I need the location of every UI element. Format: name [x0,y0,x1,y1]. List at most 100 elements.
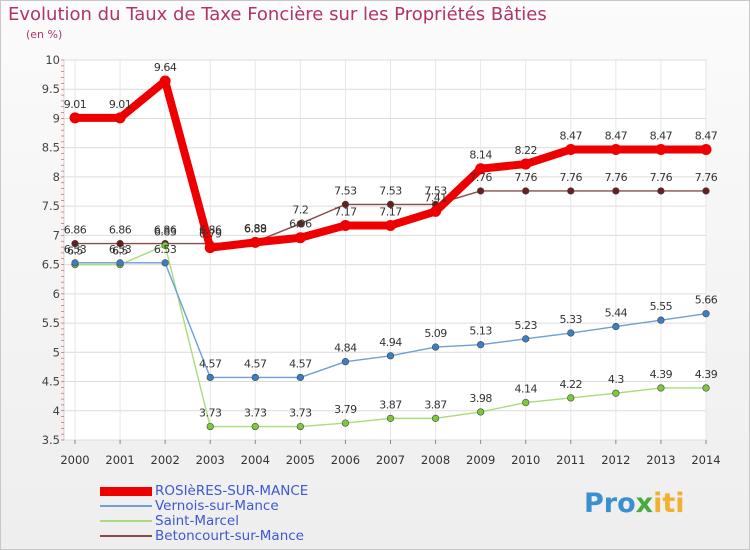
data-label: 7.53 [424,184,447,197]
x-tick-label: 2013 [646,453,675,467]
y-tick-label: 4.5 [42,375,60,389]
legend-label: Betoncourt-sur-Mance [155,528,304,544]
data-label: 4.94 [379,336,402,349]
x-tick-label: 2005 [286,453,315,467]
data-label: 7.76 [605,171,628,184]
y-tick-label: 6 [53,287,60,301]
data-point [386,200,395,208]
x-tick-label: 2002 [151,453,180,467]
data-point [655,143,667,155]
data-label: 4.22 [560,378,583,391]
data-point [657,187,665,195]
data-label: 6.86 [199,224,222,237]
data-label: 6.96 [289,218,312,231]
data-point [520,158,532,170]
data-point [159,75,171,87]
legend-swatch [100,520,152,522]
data-label: 6.89 [244,222,267,235]
y-tick-label: 7.5 [42,199,60,213]
data-point [251,422,259,431]
y-tick-label: 6.5 [42,258,60,272]
legend: ROSIèRES-SUR-MANCE Vernois-sur-Mance Saint… [100,484,380,544]
legend-swatch [100,535,152,537]
data-point [565,143,577,155]
data-point [341,419,350,427]
data-label: 7.76 [514,171,537,184]
data-label: 9.64 [154,61,177,74]
data-label: 7.76 [560,171,583,184]
data-point [339,219,351,231]
legend-item: Saint-Marcel [100,514,380,529]
y-tick-label: 9.5 [42,82,60,96]
legend-item: Vernois-sur-Mance [100,499,380,514]
data-point [612,187,620,195]
data-label: 6.83 [154,225,177,238]
proxiti-logo: Proxiti [584,488,685,519]
x-tick-label: 2003 [196,453,225,467]
data-label: 7.76 [650,171,673,184]
unit-label: (en %) [26,28,63,41]
y-tick-label: 8 [53,170,60,184]
data-label: 9.01 [64,98,87,111]
data-label: 6.5 [67,245,83,258]
data-point [341,200,350,208]
data-point [249,236,261,248]
data-label: 8.47 [650,129,673,142]
data-label: 3.98 [469,392,492,405]
data-label: 4.57 [199,357,222,370]
x-tick-label: 2008 [421,453,450,467]
legend-label: Vernois-sur-Mance [155,498,279,514]
data-point [567,394,575,402]
data-label: 5.09 [424,327,447,340]
y-tick-label: 10 [45,53,60,67]
chart-title: Evolution du Taux de Taxe Foncière sur l… [8,4,547,25]
data-point [702,187,710,195]
data-label: 7.76 [469,171,492,184]
y-tick-label: 4 [53,404,60,418]
data-label: 8.14 [469,149,492,162]
legend-label: ROSIèRES-SUR-MANCE [155,483,309,499]
data-point [206,422,214,431]
y-tick-label: 5 [53,345,60,359]
data-point [522,398,530,407]
data-label: 4.14 [514,383,537,396]
x-tick-label: 2010 [511,453,540,467]
data-label: 4.57 [244,357,267,370]
data-label: 8.47 [560,129,583,142]
data-label: 4.57 [289,357,312,370]
x-tick-label: 2011 [556,453,585,467]
x-tick-label: 2004 [241,453,270,467]
data-point [430,205,442,217]
data-label: 3.73 [244,407,267,420]
data-label: 5.55 [650,300,673,313]
data-label: 7.17 [379,205,402,218]
data-point [700,143,712,155]
data-label: 7.53 [379,184,402,197]
data-point [477,187,485,195]
data-point [71,239,79,248]
x-tick-label: 2014 [691,453,720,467]
data-label: 3.73 [289,407,312,420]
data-label: 6.53 [109,243,132,256]
data-label: 6.53 [64,243,87,256]
data-label: 6.86 [109,224,132,237]
data-point [386,414,395,422]
data-point [657,384,665,392]
y-tick-label: 5.5 [42,316,60,330]
x-tick-label: 2007 [376,453,405,467]
data-label: 4.84 [334,342,357,355]
data-point [251,373,259,382]
data-label: 3.87 [424,398,447,411]
data-point [431,414,440,422]
data-label: 7.53 [334,184,357,197]
legend-swatch [100,486,152,496]
data-label: 5.23 [514,319,537,332]
data-point [341,358,350,366]
data-point [69,112,81,124]
data-point [294,232,306,244]
data-point [161,259,169,267]
data-label: 6.86 [154,224,177,237]
data-point [296,220,304,228]
data-point [477,341,485,349]
data-label: 4.39 [650,368,673,381]
